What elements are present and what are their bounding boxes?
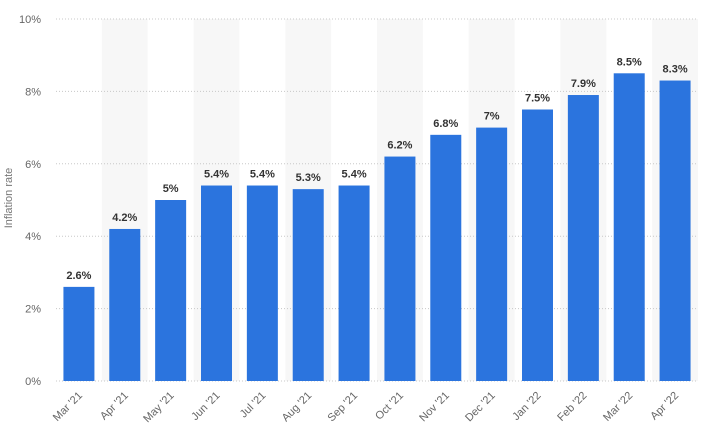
data-labels: 2.6% 4.2% 5% 5.4% 5.4% 5.3% 5.4% 6.2% 6.8% 7% 7.5%… bbox=[66, 56, 687, 282]
data-label: 5.4% bbox=[250, 169, 275, 181]
data-label: 7.5% bbox=[525, 93, 550, 105]
bar[interactable] bbox=[522, 109, 553, 382]
bar[interactable] bbox=[659, 80, 691, 381]
data-label: 8.5% bbox=[617, 56, 642, 68]
y-tick-label: 4% bbox=[25, 231, 41, 243]
bar[interactable] bbox=[613, 73, 645, 382]
x-tick-label: Jan '22 bbox=[510, 390, 543, 423]
bar[interactable] bbox=[109, 228, 141, 381]
bar[interactable] bbox=[246, 185, 278, 381]
y-tick-label: 8% bbox=[25, 86, 41, 98]
x-tick-label: Nov '21 bbox=[417, 390, 452, 425]
x-tick-label: Apr '21 bbox=[98, 390, 131, 423]
bar[interactable] bbox=[476, 127, 508, 381]
data-label: 5.4% bbox=[342, 169, 367, 181]
x-tick-label: Mar '22 bbox=[601, 390, 635, 424]
bar[interactable] bbox=[63, 286, 95, 381]
data-label: 8.3% bbox=[663, 64, 688, 76]
data-label: 7% bbox=[484, 111, 500, 123]
bar[interactable] bbox=[567, 95, 599, 382]
x-tick-label: Sep '21 bbox=[326, 390, 361, 425]
bar[interactable] bbox=[430, 134, 462, 381]
data-label: 6.2% bbox=[387, 140, 412, 152]
x-tick-label: Apr '22 bbox=[648, 390, 681, 423]
x-tick-label: Dec '21 bbox=[463, 390, 498, 425]
bar[interactable] bbox=[201, 185, 232, 381]
y-tick-label: 10% bbox=[19, 14, 41, 26]
bar[interactable] bbox=[384, 156, 416, 381]
gridlines bbox=[56, 18, 698, 382]
x-tick-label: Aug '21 bbox=[280, 390, 315, 425]
y-axis-ticks: 0% 2% 4% 6% 8% 10% bbox=[19, 14, 41, 388]
x-axis-ticks: Mar '21 Apr '21 May '21 Jun '21 Jul '21 Aug '… bbox=[51, 390, 681, 425]
y-tick-label: 0% bbox=[25, 376, 41, 388]
data-label: 7.9% bbox=[571, 78, 596, 90]
x-tick-label: May '21 bbox=[141, 390, 176, 425]
x-tick-label: Oct '21 bbox=[373, 390, 406, 423]
x-tick-label: Feb '22 bbox=[555, 390, 589, 424]
data-label: 5% bbox=[163, 183, 179, 195]
data-label: 5.4% bbox=[204, 169, 229, 181]
x-tick-label: Jul '21 bbox=[238, 390, 269, 421]
data-label: 4.2% bbox=[112, 212, 137, 224]
bar[interactable] bbox=[155, 200, 187, 381]
x-tick-label: Mar '21 bbox=[51, 390, 85, 424]
y-axis-label: Inflation rate bbox=[3, 168, 15, 229]
bar[interactable] bbox=[338, 185, 370, 381]
data-label: 6.8% bbox=[433, 118, 458, 130]
x-tick-label: Jun '21 bbox=[189, 390, 222, 423]
bars bbox=[63, 73, 691, 382]
y-tick-label: 2% bbox=[25, 304, 41, 316]
y-tick-label: 6% bbox=[25, 159, 41, 171]
data-label: 2.6% bbox=[66, 270, 91, 282]
bar[interactable] bbox=[292, 189, 324, 381]
data-label: 5.3% bbox=[296, 172, 321, 184]
